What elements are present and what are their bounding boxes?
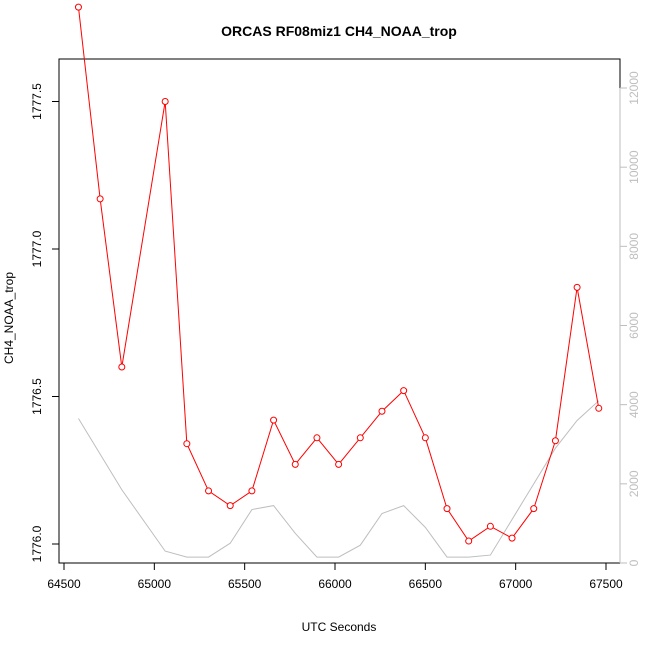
y-left-tick-label: 1777.5 bbox=[30, 83, 44, 120]
y-right-tick-label: 10000 bbox=[627, 150, 641, 184]
data-point bbox=[226, 502, 234, 510]
x-tick-label: 65500 bbox=[228, 577, 262, 591]
x-tick-label: 67000 bbox=[499, 577, 533, 591]
y-axis-label: CH4_NOAA_trop bbox=[2, 272, 16, 364]
data-point bbox=[551, 437, 559, 445]
data-point bbox=[508, 534, 516, 542]
y-right-tick-label: 4000 bbox=[627, 391, 641, 418]
x-tick-label: 64500 bbox=[47, 577, 81, 591]
data-point bbox=[486, 522, 494, 530]
data-point bbox=[270, 416, 278, 424]
chart-title: ORCAS RF08miz1 CH4_NOAA_trop bbox=[221, 23, 457, 39]
data-point bbox=[378, 407, 386, 415]
y-right-tick-label: 12000 bbox=[627, 71, 641, 105]
x-tick-label: 67500 bbox=[589, 577, 623, 591]
x-axis-label: UTC Seconds bbox=[302, 620, 377, 634]
y-right-tick-label: 6000 bbox=[627, 312, 641, 339]
y-right-tick-label: 8000 bbox=[627, 233, 641, 260]
data-point bbox=[421, 434, 429, 442]
data-point bbox=[356, 434, 364, 442]
series-primary-line bbox=[77, 7, 600, 542]
data-point bbox=[183, 440, 191, 448]
data-point bbox=[573, 283, 581, 291]
series-layer bbox=[74, 3, 603, 558]
data-point bbox=[96, 195, 104, 203]
data-point bbox=[443, 505, 451, 513]
data-point bbox=[530, 505, 538, 513]
data-point bbox=[595, 404, 603, 412]
plot-frame bbox=[58, 58, 621, 564]
y-left-tick-label: 1776.5 bbox=[30, 378, 44, 415]
data-point bbox=[161, 98, 169, 105]
y-axis-left: 1776.0 1776.5 1777.0 1777.5 bbox=[30, 83, 60, 562]
y-left-tick-label: 1777.0 bbox=[30, 230, 44, 267]
data-point bbox=[291, 460, 299, 468]
data-point bbox=[400, 387, 408, 395]
y-right-tick-label: 2000 bbox=[627, 470, 641, 497]
x-tick-label: 65000 bbox=[138, 577, 172, 591]
data-point bbox=[74, 3, 82, 11]
data-point bbox=[465, 537, 473, 545]
y-axis-right: 0 2000 4000 6000 8000 10000 12000 bbox=[619, 71, 641, 566]
y-left-tick-label: 1776.0 bbox=[30, 525, 44, 562]
series-secondary-line bbox=[78, 400, 600, 558]
data-point bbox=[248, 487, 256, 495]
y-right-tick-label: 0 bbox=[627, 559, 641, 566]
x-tick-label: 66500 bbox=[409, 577, 443, 591]
data-point bbox=[335, 460, 343, 468]
x-tick-label: 66000 bbox=[318, 577, 352, 591]
data-point bbox=[205, 487, 213, 495]
x-axis: 64500 65000 65500 66000 66500 67000 67500 bbox=[47, 562, 623, 591]
data-point bbox=[118, 363, 126, 371]
data-point bbox=[313, 434, 321, 442]
